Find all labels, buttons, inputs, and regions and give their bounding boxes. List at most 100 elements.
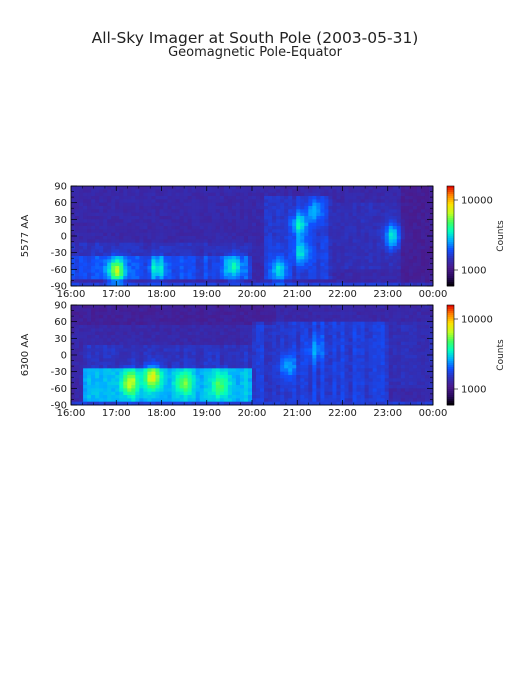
panel-5577-heatmap-cell	[316, 249, 320, 253]
panel-5577-heatmap-cell	[95, 259, 99, 263]
panel-5577-heatmap-cell	[107, 223, 111, 227]
panel-5577-heatmap-cell	[373, 216, 377, 220]
panel-5577-heatmap-cell	[240, 266, 244, 270]
panel-5577-heatmap-cell	[127, 223, 131, 227]
panel-6300-heatmap-cell	[284, 315, 288, 319]
panel-5577-heatmap-cell	[409, 269, 413, 273]
panel-5577-heatmap-cell	[264, 273, 268, 277]
panel-6300-heatmap-cell	[328, 322, 332, 326]
panel-6300-heatmap-cell	[107, 305, 111, 309]
panel-6300-heatmap-cell	[316, 312, 320, 316]
panel-5577-heatmap-cell	[292, 189, 296, 193]
panel-5577-heatmap-cell	[83, 236, 87, 240]
panel-5577-y-tick-label: 90	[54, 182, 67, 193]
panel-6300-heatmap-cell	[147, 305, 151, 309]
panel-6300-heatmap-cell	[276, 305, 280, 309]
panel-5577-heatmap-cell	[365, 229, 369, 233]
panel-5577-heatmap-cell	[340, 263, 344, 267]
panel-6300-heatmap-cell	[99, 348, 103, 352]
panel-5577-heatmap-cell	[196, 209, 200, 213]
panel-6300-heatmap-cell	[147, 345, 151, 349]
panel-5577-heatmap-cell	[252, 199, 256, 203]
panel-6300-heatmap-cell	[91, 388, 95, 392]
panel-5577-heatmap-cell	[369, 239, 373, 243]
panel-5577-heatmap-cell	[292, 213, 296, 217]
panel-5577-heatmap-cell	[147, 273, 151, 277]
panel-6300-heatmap-cell	[208, 332, 212, 336]
panel-6300-heatmap-cell	[123, 365, 127, 369]
panel-5577-heatmap-cell	[381, 206, 385, 210]
panel-5577-heatmap-cell	[79, 186, 83, 190]
panel-5577-heatmap-cell	[252, 279, 256, 283]
panel-5577-heatmap-cell	[184, 219, 188, 223]
panel-5577-heatmap-cell	[83, 273, 87, 277]
panel-5577-heatmap-cell	[119, 186, 123, 190]
panel-5577-heatmap-cell	[220, 233, 224, 237]
panel-6300-heatmap-cell	[200, 378, 204, 382]
panel-6300-heatmap-cell	[308, 338, 312, 342]
panel-6300-heatmap-cell	[180, 385, 184, 389]
panel-6300-heatmap-cell	[228, 398, 232, 402]
panel-5577-heatmap-cell	[268, 266, 272, 270]
panel-5577-heatmap-cell	[312, 209, 316, 213]
panel-6300-heatmap-cell	[336, 365, 340, 369]
panel-6300-heatmap-cell	[127, 395, 131, 399]
panel-6300-heatmap-cell	[107, 318, 111, 322]
panel-5577-heatmap-cell	[196, 279, 200, 283]
panel-6300-heatmap-cell	[83, 395, 87, 399]
panel-6300-heatmap-cell	[340, 362, 344, 366]
panel-5577-heatmap-cell	[417, 239, 421, 243]
panel-5577-heatmap-cell	[276, 229, 280, 233]
panel-5577-heatmap-cell	[308, 223, 312, 227]
panel-5577-heatmap-cell	[260, 279, 264, 283]
panel-6300-heatmap-cell	[119, 358, 123, 362]
panel-5577-heatmap-cell	[232, 256, 236, 260]
panel-6300-heatmap-cell	[236, 362, 240, 366]
panel-6300-heatmap-cell	[200, 325, 204, 329]
panel-5577-heatmap-cell	[99, 246, 103, 250]
panel-6300-heatmap-cell	[103, 388, 107, 392]
panel-6300-heatmap-cell	[204, 395, 208, 399]
panel-5577-heatmap-cell	[127, 186, 131, 190]
panel-6300-heatmap-cell	[216, 378, 220, 382]
panel-5577-heatmap-cell	[393, 196, 397, 200]
panel-5577-heatmap-cell	[276, 233, 280, 237]
panel-6300-heatmap-cell	[87, 358, 91, 362]
panel-5577-heatmap-cell	[184, 199, 188, 203]
panel-6300-heatmap-cell	[184, 315, 188, 319]
panel-5577-heatmap-cell	[312, 189, 316, 193]
panel-6300-heatmap-cell	[224, 378, 228, 382]
panel-5577-heatmap-cell	[268, 233, 272, 237]
panel-6300-heatmap-cell	[151, 358, 155, 362]
panel-5577-heatmap-cell	[328, 249, 332, 253]
panel-5577-heatmap-cell	[192, 213, 196, 217]
panel-5577-heatmap-cell	[381, 209, 385, 213]
panel-6300-heatmap-cell	[172, 312, 176, 316]
panel-5577-heatmap-cell	[95, 226, 99, 230]
panel-5577-heatmap-cell	[292, 246, 296, 250]
panel-5577-heatmap-cell	[405, 223, 409, 227]
panel-6300-heatmap-cell	[340, 335, 344, 339]
panel-5577-heatmap-cell	[216, 233, 220, 237]
panel-5577-heatmap-cell	[353, 206, 357, 210]
panel-6300-heatmap-cell	[349, 372, 353, 376]
panel-5577-heatmap-cell	[103, 253, 107, 257]
panel-6300-heatmap-cell	[300, 398, 304, 402]
panel-5577-heatmap-cell	[300, 266, 304, 270]
panel-6300-heatmap-cell	[349, 318, 353, 322]
panel-5577-heatmap-cell	[220, 213, 224, 217]
panel-6300-heatmap-cell	[103, 318, 107, 322]
panel-6300-heatmap-cell	[300, 308, 304, 312]
panel-5577-heatmap-cell	[192, 253, 196, 257]
panel-6300-heatmap-cell	[292, 345, 296, 349]
panel-5577-heatmap-cell	[256, 199, 260, 203]
panel-6300-heatmap-cell	[115, 378, 119, 382]
panel-5577-heatmap-cell	[228, 203, 232, 207]
panel-5577-heatmap-cell	[248, 203, 252, 207]
panel-5577-heatmap-cell	[389, 206, 393, 210]
panel-6300-heatmap-cell	[272, 322, 276, 326]
panel-5577-heatmap-cell	[421, 256, 425, 260]
panel-5577-heatmap-cell	[260, 209, 264, 213]
panel-5577-heatmap-cell	[401, 186, 405, 190]
panel-6300-heatmap-cell	[159, 368, 163, 372]
